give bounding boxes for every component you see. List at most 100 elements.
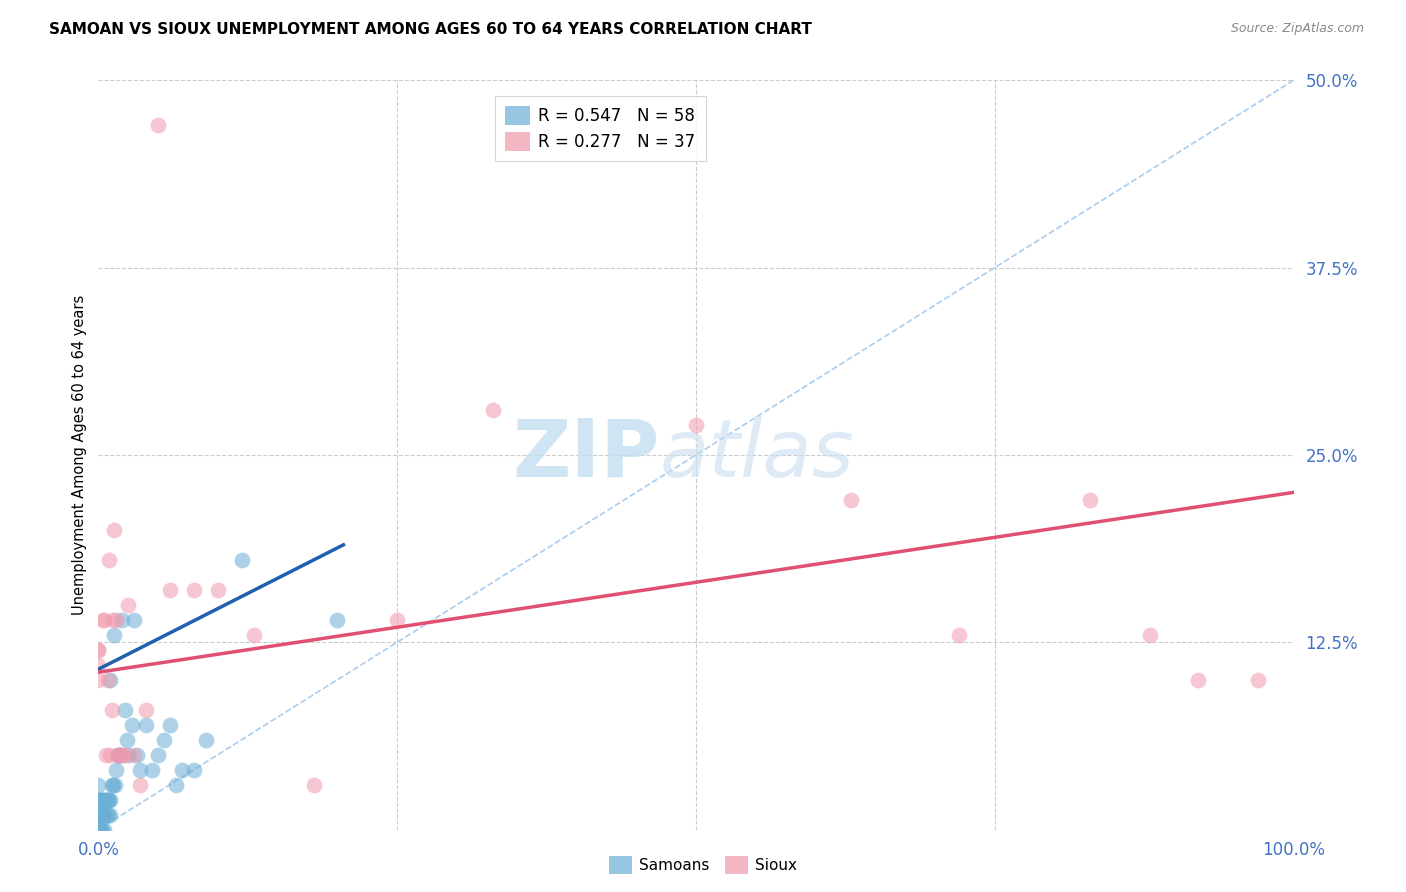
Point (183, 763, 205, 777)
Point (90, 822, 112, 837)
Point (97, 807, 120, 822)
Point (1187, 673, 1209, 687)
Point (89, 822, 111, 837)
Point (90, 807, 112, 822)
Point (172, 763, 194, 777)
Point (87, 657, 110, 672)
Point (108, 747, 131, 762)
Y-axis label: Unemployment Among Ages 60 to 64 years: Unemployment Among Ages 60 to 64 years (72, 294, 87, 615)
Point (385, 613, 409, 627)
Point (115, 732, 138, 747)
Point (141, 763, 163, 777)
Point (93, 613, 115, 627)
Point (111, 747, 134, 762)
Point (98, 673, 122, 687)
Point (481, 403, 505, 417)
Point (108, 747, 131, 762)
Point (1139, 628, 1161, 642)
Point (135, 703, 157, 717)
Point (111, 613, 134, 627)
Point (98, 807, 122, 822)
Point (231, 553, 253, 567)
Point (129, 763, 152, 777)
Point (96, 792, 118, 806)
Point (114, 703, 136, 717)
Point (135, 717, 157, 731)
Point (103, 628, 125, 642)
Point (841, 492, 863, 507)
Point (98, 553, 121, 567)
Point (105, 613, 128, 627)
Point (105, 763, 128, 777)
Point (96, 807, 118, 822)
Point (87, 822, 110, 837)
Point (153, 732, 176, 747)
Text: SAMOAN VS SIOUX UNEMPLOYMENT AMONG AGES 60 TO 64 YEARS CORRELATION CHART: SAMOAN VS SIOUX UNEMPLOYMENT AMONG AGES … (49, 22, 813, 37)
Point (97, 673, 120, 687)
Point (87, 792, 110, 806)
Point (948, 628, 970, 642)
Point (129, 778, 152, 792)
Point (94, 747, 117, 762)
Point (87, 822, 110, 837)
Point (124, 613, 146, 627)
Point (87, 642, 110, 657)
Point (101, 778, 124, 792)
Point (148, 747, 170, 762)
Point (107, 747, 129, 762)
Point (87, 673, 110, 687)
Point (207, 582, 229, 597)
Point (89, 807, 111, 822)
Point (685, 417, 707, 432)
Point (107, 747, 129, 762)
Point (91, 807, 114, 822)
Point (91, 807, 114, 822)
Point (93, 822, 115, 837)
Point (93, 807, 115, 822)
Point (103, 523, 125, 537)
Text: ZIP: ZIP (513, 416, 661, 494)
Point (114, 747, 136, 762)
Point (98, 747, 122, 762)
Point (90, 792, 112, 806)
Text: Source: ZipAtlas.com: Source: ZipAtlas.com (1230, 22, 1364, 36)
Point (183, 582, 205, 597)
Point (125, 747, 148, 762)
Point (243, 628, 266, 642)
Point (87, 642, 110, 657)
Point (195, 732, 218, 747)
Point (91, 822, 114, 837)
Point (97, 792, 120, 806)
Point (1080, 492, 1102, 507)
Point (159, 717, 181, 731)
Point (101, 613, 124, 627)
Point (107, 747, 129, 762)
Point (87, 807, 110, 822)
Point (159, 582, 181, 597)
Point (98, 792, 122, 806)
Point (100, 778, 122, 792)
Point (93, 792, 115, 806)
Point (87, 822, 110, 837)
Point (91, 792, 114, 806)
Point (100, 703, 122, 717)
Legend: R = 0.547   N = 58, R = 0.277   N = 37: R = 0.547 N = 58, R = 0.277 N = 37 (495, 96, 706, 161)
Point (117, 747, 139, 762)
Point (87, 822, 110, 837)
Point (124, 747, 146, 762)
Point (94, 792, 117, 806)
Point (1247, 673, 1270, 687)
Legend: Samoans, Sioux: Samoans, Sioux (603, 850, 803, 880)
Point (117, 598, 139, 612)
Point (121, 717, 143, 731)
Point (91, 792, 114, 806)
Point (165, 778, 187, 792)
Point (98, 792, 121, 806)
Point (326, 613, 349, 627)
Point (87, 778, 110, 792)
Point (302, 778, 325, 792)
Point (104, 778, 127, 792)
Text: atlas: atlas (661, 416, 855, 494)
Point (91, 613, 114, 627)
Point (87, 807, 110, 822)
